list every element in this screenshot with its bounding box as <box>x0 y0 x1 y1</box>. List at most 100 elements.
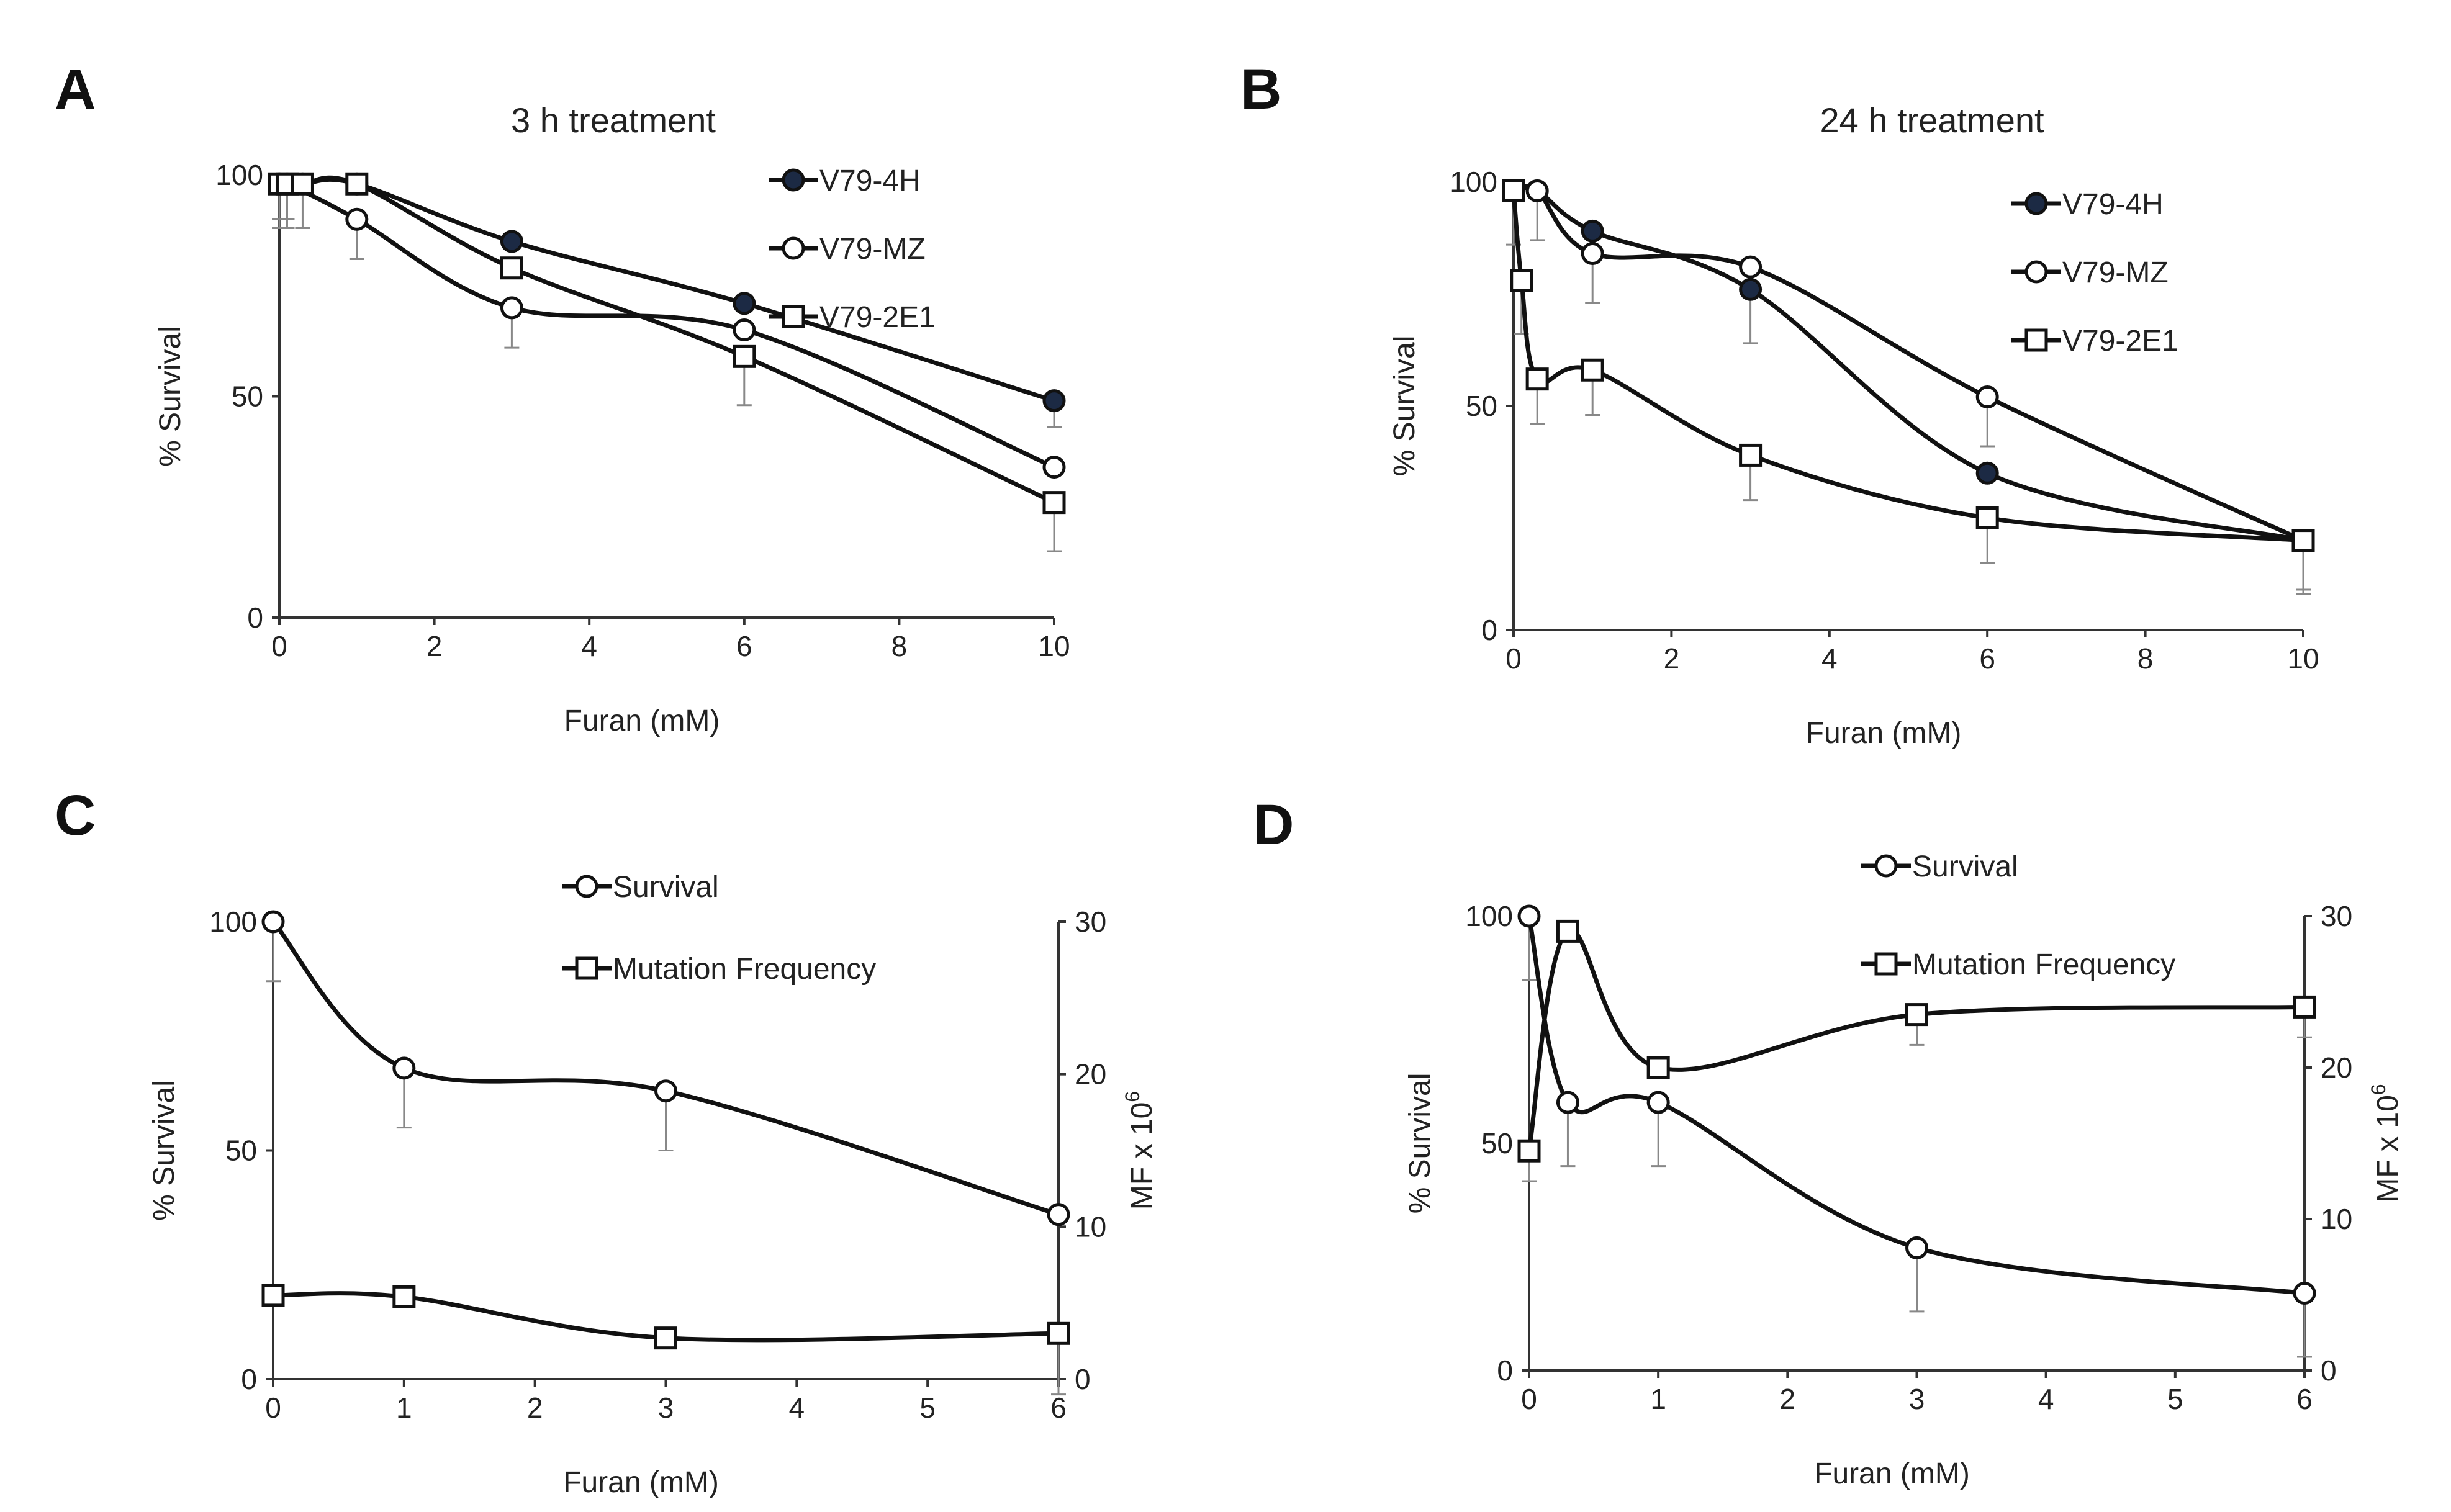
panel-a-title: 3 h treatment <box>511 101 716 140</box>
panel-c-y2-axis-title: MF x 106 <box>1121 1091 1158 1210</box>
panel-a-x-tick-label: 0 <box>271 630 287 662</box>
panel-a-y-axis-title: % Survival <box>154 326 187 467</box>
panel-d-y-tick-label: 100 <box>1465 900 1513 932</box>
panel-c-x-tick-label: 0 <box>265 1392 281 1424</box>
panel-b-series-v79-2e1-line <box>1511 188 2306 543</box>
panel-d-series-survival-line <box>1527 914 2307 1296</box>
panel-b-series-v79-mz-point <box>1739 255 1763 279</box>
panel-b-x-tick-label: 4 <box>1821 642 1838 675</box>
legend-label: V79-2E1 <box>819 301 936 334</box>
panel-b-x-tick-label: 8 <box>2137 642 2154 675</box>
panel-d-y2-tick-label: 10 <box>2321 1203 2352 1235</box>
panel-d-series-mutation-frequency-line <box>1527 928 2307 1153</box>
panel-d-x-tick-label: 1 <box>1650 1383 1666 1415</box>
panel-c-x-tick-label: 6 <box>1050 1392 1067 1424</box>
legend-marker <box>782 168 805 192</box>
legend-label: V79-2E1 <box>2062 325 2178 358</box>
panel-c-y2-tick-label: 30 <box>1075 906 1106 938</box>
panel-d-series-survival-point <box>2293 1282 2316 1305</box>
panel-c-legend-mutation-frequency: Mutation Frequency <box>562 953 876 986</box>
panel-a-x-axis-title: Furan (mM) <box>564 704 720 737</box>
legend-marker <box>2024 192 2048 215</box>
panel-b-y-tick-label: 0 <box>1481 614 1497 646</box>
legend-label: Survival <box>613 871 719 904</box>
panel-d-x-tick-label: 6 <box>2296 1383 2313 1415</box>
legend-label: Mutation Frequency <box>1912 948 2175 981</box>
panel-c-series-survival <box>261 910 1070 1226</box>
panel-b-legend-v79-2e1: V79-2E1 <box>2011 325 2178 358</box>
legend-marker <box>575 956 598 980</box>
panel-d-legend-mutation-frequency: Mutation Frequency <box>1861 948 2175 981</box>
panel-a-series-v79-2e1 <box>268 172 1066 552</box>
panel-b-series-v79-mz-point <box>1525 179 1549 202</box>
panel-b-series-v79-2e1-point <box>2291 529 2315 552</box>
panel-d-series-survival-point <box>1517 904 1541 928</box>
panel-a-y-tick-label: 0 <box>247 601 263 634</box>
panel-d-series-mutation-frequency-point <box>1905 1003 1928 1027</box>
panel-letter-a: A <box>55 58 96 121</box>
panel-b-x-tick-label: 0 <box>1505 642 1522 675</box>
panel-d-x-axis-title: Furan (mM) <box>1814 1457 1970 1490</box>
panel-a-series-v79-4h-point <box>733 292 756 315</box>
panel-a-y-tick-label: 50 <box>232 380 263 413</box>
panel-c-series-survival-point <box>654 1079 677 1103</box>
panel-c-x-tick-label: 3 <box>658 1392 674 1424</box>
panel-b-series-v79-mz-point <box>1581 242 1604 266</box>
panel-b-series-v79-4h-point <box>1739 277 1763 301</box>
panel-c-x-tick-label: 5 <box>919 1392 936 1424</box>
panel-c-x-tick-label: 1 <box>396 1392 412 1424</box>
panel-a-series-v79-mz-point <box>345 207 369 231</box>
panel-a-x-tick-label: 6 <box>736 630 752 662</box>
legend-label: V79-4H <box>2062 188 2164 221</box>
panel-letter-c: C <box>55 784 96 847</box>
panel-a-series-v79-2e1-line <box>277 175 1057 505</box>
panel-d-series-survival-point <box>1905 1236 1928 1259</box>
legend-label: Mutation Frequency <box>613 953 876 986</box>
panel-a-series-v79-2e1-point <box>1042 491 1066 515</box>
panel-b-series-v79-2e1-point <box>1510 269 1533 292</box>
panel-c-series-mutation-frequency-point <box>654 1326 677 1350</box>
legend-marker <box>1874 854 1898 878</box>
panel-b-series-v79-2e1-point <box>1581 358 1604 382</box>
panel-c-y-tick-label: 0 <box>241 1363 257 1395</box>
panel-b-series-v79-mz <box>1502 179 2315 552</box>
legend-marker <box>2024 260 2048 284</box>
panel-a-x-tick-label: 10 <box>1038 630 1070 662</box>
panel-a-series-v79-mz-point <box>1042 456 1066 479</box>
panel-b-series-v79-2e1-point <box>1975 506 1999 529</box>
panel-c-series-mutation-frequency-point <box>392 1285 416 1308</box>
legend-marker <box>782 305 805 328</box>
legend-marker <box>782 236 805 260</box>
panel-b-y-tick-label: 50 <box>1466 390 1497 422</box>
panel-c-y2-tick-label: 10 <box>1075 1210 1106 1243</box>
panel-c-series-mutation-frequency <box>261 1284 1070 1396</box>
panel-a-x-tick-label: 4 <box>581 630 597 662</box>
panel-a-legend-v79-2e1: V79-2E1 <box>769 301 936 334</box>
panel-d-y-tick-label: 50 <box>1481 1127 1513 1159</box>
panel-b-series-v79-4h-point <box>1975 461 1999 485</box>
panel-d-y-tick-label: 0 <box>1497 1354 1513 1387</box>
panel-b-title: 24 h treatment <box>1820 101 2044 140</box>
panel-d-x-tick-label: 2 <box>1780 1383 1796 1415</box>
panel-d-series-mutation-frequency-point <box>1556 919 1579 943</box>
panel-b-series-v79-mz-point <box>1975 385 1999 409</box>
panel-a-legend-v79-mz: V79-MZ <box>769 233 926 266</box>
panel-d-y2-tick-label: 30 <box>2321 900 2352 932</box>
panel-c-y-tick-label: 50 <box>225 1135 257 1167</box>
panel-c-y2-tick-label: 0 <box>1075 1363 1091 1395</box>
panel-b-series-v79-2e1-point <box>1502 179 1525 202</box>
panel-d-series-mutation-frequency-point <box>1646 1056 1670 1079</box>
panel-d-series-survival-point <box>1556 1091 1579 1114</box>
panel-a-series-v79-2e1-point <box>500 256 523 280</box>
panel-c-series-survival-point <box>261 910 285 934</box>
panel-c-series-survival-point <box>392 1056 416 1080</box>
legend-label: V79-MZ <box>2062 256 2169 289</box>
panel-d-y2-tick-label: 0 <box>2321 1354 2337 1387</box>
legend-marker <box>575 875 598 898</box>
panel-b-y-axis-title: % Survival <box>1388 336 1421 477</box>
panel-d-y2-axis-title: MF x 106 <box>2367 1084 2404 1202</box>
panel-d-x-tick-label: 3 <box>1909 1383 1925 1415</box>
panel-d-series-survival <box>1517 904 2316 1358</box>
